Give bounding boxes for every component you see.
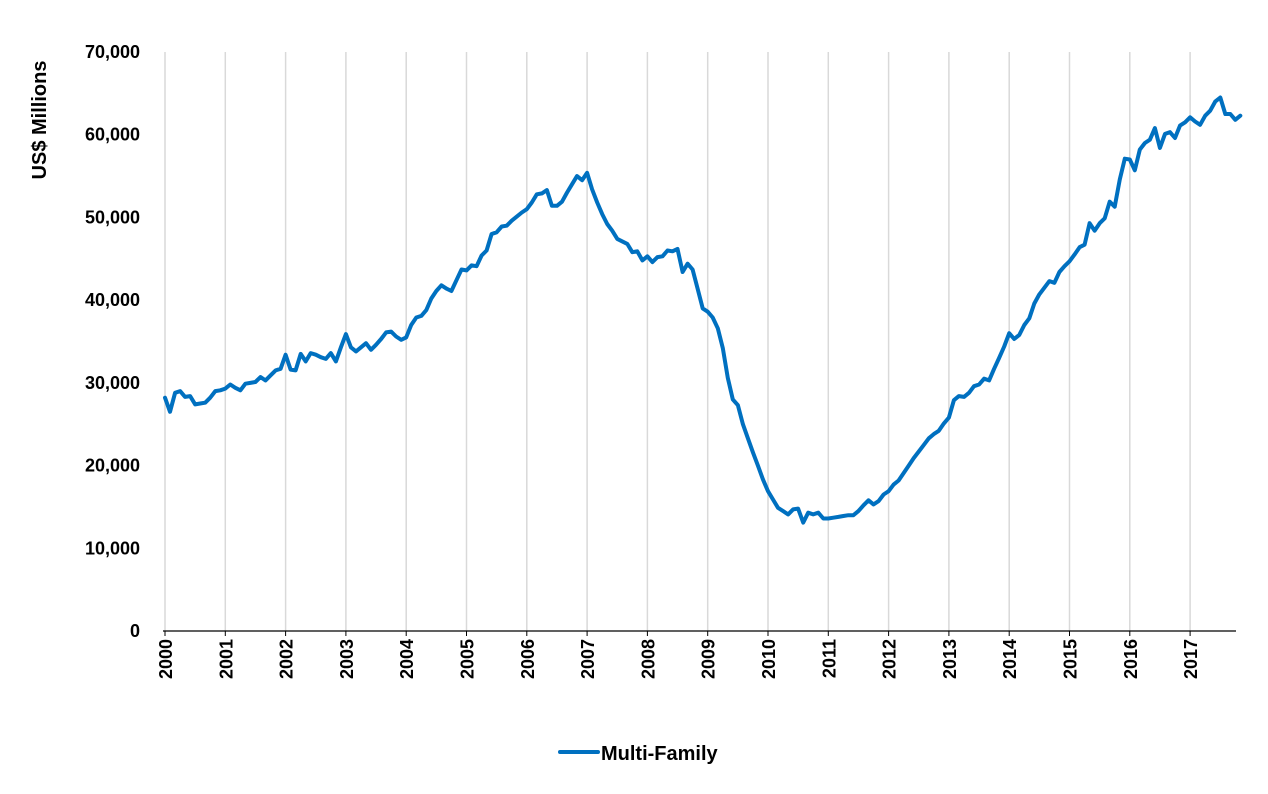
x-tick-label-2006: 2006 — [518, 639, 538, 679]
y-tick-label: 50,000 — [85, 207, 140, 227]
legend-label-multi-family: Multi-Family — [601, 743, 719, 765]
x-tick-label-2009: 2009 — [699, 639, 719, 679]
x-tick-label-2011: 2011 — [819, 639, 839, 678]
y-tick-label: 60,000 — [85, 125, 140, 145]
y-tick-label: 30,000 — [85, 373, 140, 393]
x-tick-label-2003: 2003 — [337, 639, 357, 679]
x-tick-label-2017: 2017 — [1181, 639, 1201, 679]
x-tick-label-2014: 2014 — [1000, 639, 1020, 679]
y-axis-tick-labels: 0 10,000 20,000 30,000 40,000 50,000 60,000 70,… — [85, 42, 140, 641]
x-tick-label-2000: 2000 — [156, 639, 176, 679]
x-tick-label-2012: 2012 — [880, 639, 900, 679]
y-axis-title: US$ Millions — [29, 61, 51, 180]
x-tick-label-2015: 2015 — [1061, 639, 1081, 679]
vertical-gridlines — [164, 52, 1191, 631]
legend: Multi-Family — [558, 743, 719, 765]
x-tick-label-2008: 2008 — [638, 639, 658, 679]
x-tick-label-2013: 2013 — [940, 639, 960, 679]
y-tick-label: 70,000 — [85, 42, 140, 62]
x-tick-label-2001: 2001 — [216, 639, 236, 679]
x-tick-label-2002: 2002 — [277, 639, 297, 679]
y-tick-label: 0 — [130, 621, 140, 641]
x-tick-label-2016: 2016 — [1121, 639, 1141, 679]
x-tick-label-2004: 2004 — [397, 639, 417, 679]
x-tick-label-2007: 2007 — [578, 639, 598, 679]
x-axis-tick-marks — [164, 631, 1191, 636]
x-axis-tick-labels: 2000 2001 2002 2003 2004 2005 2006 2007 2008 2009… — [156, 639, 1201, 679]
series-line-multi-family — [163, 95, 1243, 525]
y-tick-label: 40,000 — [85, 290, 140, 310]
y-tick-label: 20,000 — [85, 456, 140, 476]
x-tick-label-2005: 2005 — [458, 639, 478, 679]
x-tick-label-2010: 2010 — [759, 639, 779, 679]
y-tick-label: 10,000 — [85, 538, 140, 558]
